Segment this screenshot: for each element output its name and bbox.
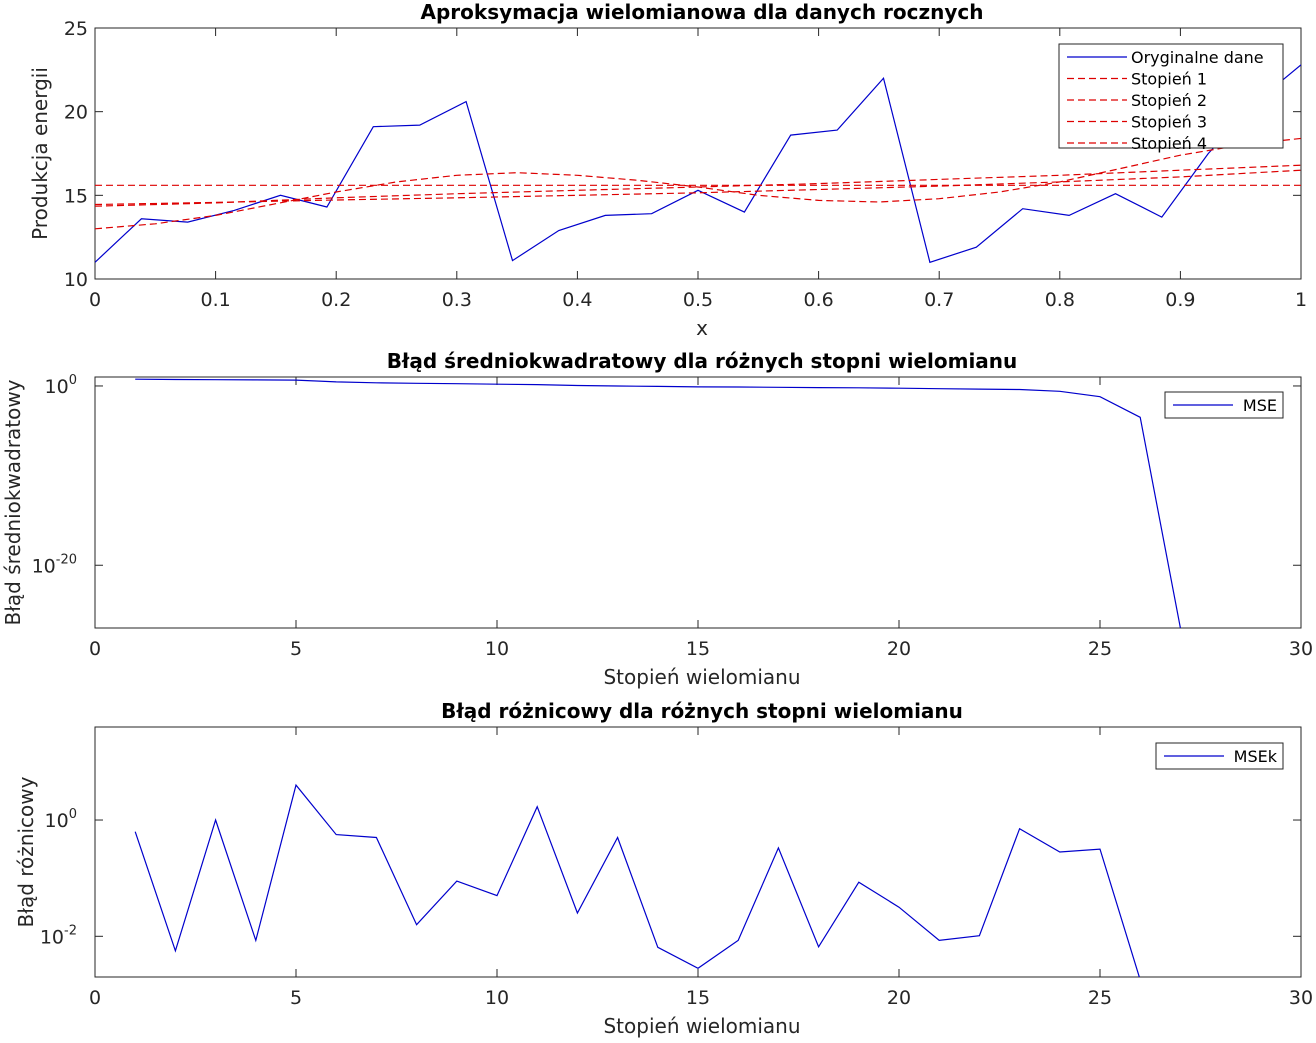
y-tick-label: 100 [45, 807, 77, 832]
x-tick-label: 15 [686, 638, 710, 660]
legend-label-2: Stopień 1 [1131, 70, 1207, 89]
x-tick-label: 5 [290, 987, 302, 1009]
x-tick-label: 1 [1295, 289, 1307, 311]
series-group [134, 783, 1140, 977]
y-tick-label: 100 [45, 373, 77, 398]
x-axis-label: Stopień wielomianu [603, 665, 800, 689]
x-tick-label: 0.5 [683, 289, 713, 311]
x-axis-label: x [696, 316, 708, 340]
legend-label-5: Stopień 4 [1131, 134, 1207, 153]
legend-label-1: MSEk [1234, 747, 1278, 766]
x-tick-label: 0.6 [803, 289, 833, 311]
legend: Oryginalne dane Stopień 1 Stopień 2 Stopień… [1058, 43, 1284, 153]
x-tick-label: 30 [1289, 638, 1313, 660]
series-line-1 [135, 378, 1181, 628]
y-axis-label: Błąd różnicowy [14, 776, 38, 927]
chart-title: Błąd średniokwadratowy dla różnych stopn… [387, 349, 1018, 373]
x-tick-label: 0.4 [562, 289, 592, 311]
x-tick-label: 10 [485, 638, 509, 660]
x-tick-label: 0.9 [1165, 289, 1195, 311]
chart-3: 0 5 10 15 20 25 30 100 10-2 Błąd różnicowy dla ró… [14, 699, 1313, 1038]
series-group [135, 378, 1181, 628]
x-tick-label: 30 [1289, 987, 1313, 1009]
legend-label-4: Stopień 3 [1131, 113, 1207, 132]
x-tick-label: 5 [290, 638, 302, 660]
series-line-5 [95, 137, 1301, 230]
x-tick-label: 20 [887, 987, 911, 1009]
legend-label-3: Stopień 2 [1131, 91, 1207, 110]
legend: MSE [1164, 391, 1284, 419]
x-tick-label: 25 [1088, 987, 1112, 1009]
x-tick-label: 25 [1088, 638, 1112, 660]
x-tick-label: 0.3 [442, 289, 472, 311]
x-tick-label: 0.2 [321, 289, 351, 311]
x-tick-label: 10 [485, 987, 509, 1009]
y-tick-label: 10 [64, 269, 88, 291]
legend: MSEk [1155, 742, 1284, 770]
chart-title: Aproksymacja wielomianowa dla danych roc… [421, 0, 984, 24]
x-tick-label: 0 [89, 987, 101, 1009]
chart-2: 0 5 10 15 20 25 30 100 10-20 Błąd średniokwadrato… [1, 349, 1313, 689]
legend-label-1: Oryginalne dane [1131, 48, 1264, 67]
x-tick-label: 0 [89, 289, 101, 311]
y-tick-label: 15 [64, 185, 88, 207]
y-tick-label: 20 [64, 102, 88, 124]
x-tick-label: 20 [887, 638, 911, 660]
legend-box [1058, 43, 1284, 149]
series-line-2 [95, 169, 1301, 206]
chart-title: Błąd różnicowy dla różnych stopni wielom… [441, 699, 963, 723]
legend-label-1: MSE [1243, 396, 1277, 415]
y-axis-label: Błąd średniokwadratowy [1, 379, 25, 625]
y-tick-label: 10-2 [40, 923, 77, 948]
x-axis-label: Stopień wielomianu [603, 1014, 800, 1038]
series-line-1 [134, 783, 1140, 977]
y-tick-label: 10-20 [32, 552, 77, 577]
y-axis-label: Produkcja energii [28, 67, 52, 240]
series-group [95, 64, 1301, 264]
axes-frame [94, 376, 1302, 629]
x-tick-label: 0 [89, 638, 101, 660]
chart-1: 0 0.1 0.2 0.3 0.4 0.5 0.6 0.7 0.8 0.9 1 10 15 20 25 Apr… [28, 0, 1307, 340]
y-tick-label: 25 [64, 18, 88, 40]
x-tick-label: 15 [686, 987, 710, 1009]
x-tick-label: 0.1 [200, 289, 230, 311]
x-tick-label: 0.8 [1045, 289, 1075, 311]
axes-frame [94, 726, 1302, 978]
x-tick-label: 0.7 [924, 289, 954, 311]
